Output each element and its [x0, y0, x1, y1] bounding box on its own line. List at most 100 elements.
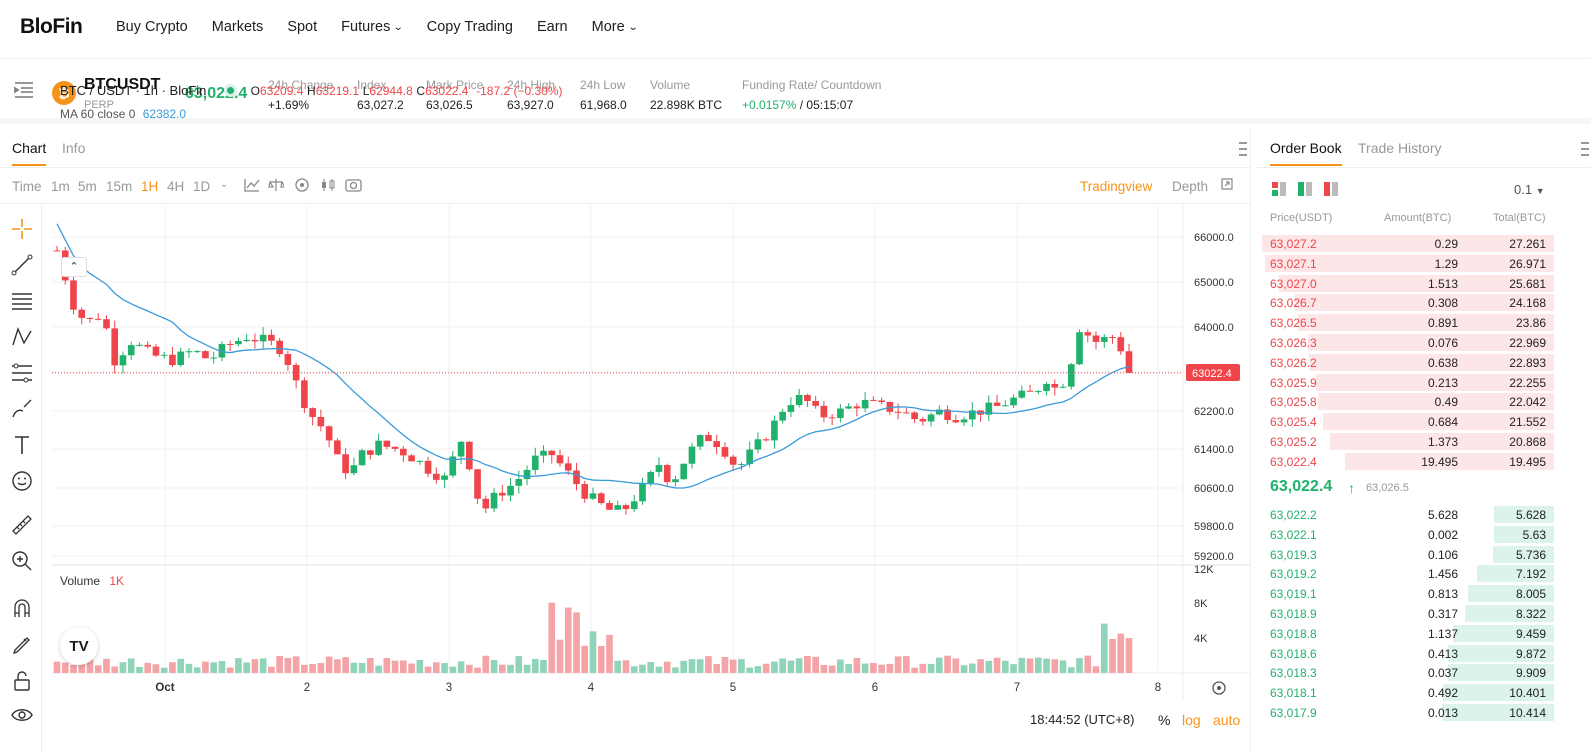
chevron-down-icon[interactable]: ⌄ — [220, 179, 229, 190]
candle-type-icon[interactable] — [320, 177, 336, 193]
prediction-icon[interactable] — [10, 361, 34, 385]
log-scale-toggle[interactable]: log — [1182, 712, 1201, 728]
amount-cell: 0.076 — [1427, 336, 1458, 350]
symbol-type: PERP — [84, 99, 114, 111]
settings-icon[interactable] — [294, 177, 310, 193]
bid-row[interactable]: 63,018.6 0.413 9.872 — [1262, 644, 1554, 663]
pattern-icon[interactable] — [10, 325, 34, 349]
bid-row[interactable]: 63,019.2 1.456 7.192 — [1262, 564, 1554, 583]
list-menu-icon[interactable] — [14, 81, 34, 99]
ask-row[interactable]: 63,025.8 0.49 22.042 — [1262, 392, 1554, 411]
indicator-icon[interactable] — [244, 178, 260, 192]
stay-drawing-icon[interactable] — [10, 633, 34, 657]
candle-body — [870, 399, 877, 401]
interval-1d[interactable]: 1D — [193, 179, 211, 194]
fib-retracement-icon[interactable] — [10, 289, 34, 313]
eye-icon[interactable] — [10, 703, 34, 727]
interval-5m[interactable]: 5m — [78, 179, 97, 194]
candle-body — [358, 450, 366, 466]
candle-body — [218, 344, 226, 358]
candle-body — [729, 456, 737, 465]
bid-row[interactable]: 63,018.3 0.037 9.909 — [1262, 663, 1554, 682]
ask-row[interactable]: 63,027.2 0.29 27.261 — [1262, 234, 1554, 253]
volume-bar — [482, 655, 490, 673]
tab-chart[interactable]: Chart — [12, 140, 47, 166]
price-chart[interactable]: 66000.0 65000.0 64000.0 62200.0 61400.0 60600… — [0, 0, 1251, 753]
precision-select[interactable]: 0.1 ▼ — [1514, 182, 1545, 197]
fullscreen-icon[interactable] — [1221, 178, 1233, 190]
volume-bar — [1051, 659, 1059, 673]
ma-legend[interactable]: MA 60 close 0 62382.0 — [60, 107, 187, 121]
ask-row[interactable]: 63,026.7 0.308 24.168 — [1262, 293, 1554, 312]
nav-buy-crypto[interactable]: Buy Crypto — [116, 19, 188, 35]
ruler-icon[interactable] — [10, 513, 34, 537]
nav-more[interactable]: More ⌄ — [591, 19, 639, 35]
zoom-in-icon[interactable] — [10, 549, 34, 573]
ask-row[interactable]: 63,026.5 0.891 23.86 — [1262, 313, 1554, 332]
interval-1m[interactable]: 1m — [51, 179, 70, 194]
compare-icon[interactable] — [268, 178, 284, 192]
ask-row[interactable]: 63,025.9 0.213 22.255 — [1262, 373, 1554, 392]
book-bids-icon[interactable] — [1298, 182, 1312, 196]
bid-row[interactable]: 63,018.8 1.137 9.459 — [1262, 624, 1554, 643]
nav-earn[interactable]: Earn — [536, 19, 568, 35]
lock-icon[interactable] — [10, 669, 34, 693]
price-cell: 63,025.8 — [1270, 395, 1317, 410]
percent-scale-toggle[interactable]: % — [1158, 712, 1171, 728]
interval-4h[interactable]: 4H — [167, 179, 185, 194]
magnet-icon[interactable] — [10, 597, 34, 621]
auto-scale-toggle[interactable]: auto — [1213, 712, 1241, 728]
ask-row[interactable]: 63,026.2 0.638 22.893 — [1262, 353, 1554, 372]
total-cell: 5.736 — [1515, 547, 1546, 562]
ask-row[interactable]: 63,026.3 0.076 22.969 — [1262, 333, 1554, 352]
nav-copy-trading[interactable]: Copy Trading — [426, 19, 513, 35]
candle-body — [1076, 332, 1083, 365]
bid-row[interactable]: 63,018.9 0.317 8.322 — [1262, 604, 1554, 623]
ask-row[interactable]: 63,022.4 19.495 19.495 — [1262, 452, 1554, 471]
more-vertical-icon[interactable] — [1239, 142, 1247, 156]
view-tradingview[interactable]: Tradingview — [1080, 179, 1153, 194]
tradingview-logo[interactable]: TV — [60, 627, 98, 665]
ask-row[interactable]: 63,027.0 1.513 25.681 — [1262, 274, 1554, 293]
volume-bar — [1067, 667, 1075, 673]
bid-row[interactable]: 63,019.1 0.813 8.005 — [1262, 584, 1554, 603]
interval-time[interactable]: Time — [12, 179, 42, 194]
bid-row[interactable]: 63,022.2 5.628 5.628 — [1262, 505, 1554, 524]
bid-row[interactable]: 63,017.9 0.013 10.414 — [1262, 703, 1554, 722]
legend-pair[interactable]: BTC / USDT · 1h · BloFin — [60, 83, 207, 98]
tab-trade-history[interactable]: Trade History — [1358, 140, 1442, 156]
nav-futures[interactable]: Futures ⌄ — [341, 19, 404, 35]
interval-15m[interactable]: 15m — [106, 179, 133, 194]
tab-order-book[interactable]: Order Book — [1270, 140, 1342, 166]
bid-row[interactable]: 63,019.3 0.106 5.736 — [1262, 545, 1554, 564]
candle-body — [86, 317, 94, 319]
brush-icon[interactable] — [10, 397, 34, 421]
symbol-name[interactable]: BTCUSDT — [84, 76, 161, 93]
bid-row[interactable]: 63,018.1 0.492 10.401 — [1262, 683, 1554, 702]
more-vertical-icon[interactable] — [1581, 142, 1589, 156]
book-both-icon[interactable] — [1272, 182, 1286, 196]
candle-body — [630, 501, 638, 510]
collapse-legend-button[interactable]: ⌃ — [61, 257, 87, 277]
camera-icon[interactable] — [345, 177, 362, 192]
logo[interactable]: BloFin — [20, 15, 83, 38]
text-tool-icon[interactable] — [10, 433, 34, 457]
ask-row[interactable]: 63,027.1 1.29 26.971 — [1262, 254, 1554, 273]
tab-info[interactable]: Info — [62, 140, 86, 156]
ask-row[interactable]: 63,025.4 0.684 21.552 — [1262, 412, 1554, 431]
nav-markets[interactable]: Markets — [211, 19, 264, 35]
chart-settings-icon[interactable] — [1210, 679, 1228, 697]
candle-body — [911, 412, 918, 420]
nav-spot[interactable]: Spot — [287, 19, 318, 35]
trendline-icon[interactable] — [10, 253, 34, 277]
candle-body — [705, 435, 712, 442]
book-asks-icon[interactable] — [1324, 182, 1338, 196]
total-cell: 5.628 — [1515, 508, 1546, 522]
crosshair-icon[interactable] — [10, 217, 34, 241]
emoji-icon[interactable] — [10, 469, 34, 493]
ask-row[interactable]: 63,025.2 1.373 20.868 — [1262, 432, 1554, 451]
candle-body — [424, 460, 432, 474]
bid-row[interactable]: 63,022.1 0.002 5.63 — [1262, 525, 1554, 544]
view-depth[interactable]: Depth — [1172, 179, 1209, 194]
interval-1h[interactable]: 1H — [141, 179, 159, 194]
